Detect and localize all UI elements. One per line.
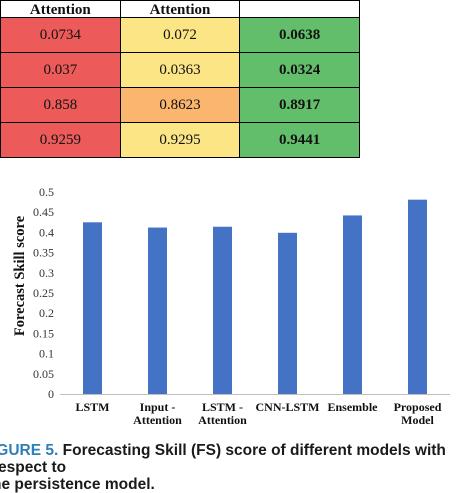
y-tick-label: 0.15 xyxy=(33,326,54,340)
x-tick-label: LSTM xyxy=(75,400,109,414)
table-cell: 0.072 xyxy=(119,17,241,53)
y-tick-label: 0.2 xyxy=(39,306,54,320)
table-header-cell xyxy=(239,0,360,18)
y-tick-label: 0 xyxy=(48,387,54,401)
x-tick-label: Input -Attention xyxy=(133,400,182,427)
table-cell: 0.0324 xyxy=(239,52,360,88)
results-table: Attention Attention 0.0734 0.072 0.0638 0.0… xyxy=(0,0,360,158)
y-tick-label: 0.3 xyxy=(39,266,54,280)
figure-label: IGURE 5. xyxy=(0,442,59,459)
table-cell: 0.9295 xyxy=(119,122,241,158)
table-cell: 0.0363 xyxy=(119,52,241,88)
x-tick-label: CNN-LSTM xyxy=(255,400,319,414)
x-tick-label: LSTM -Attention xyxy=(198,400,247,427)
bar xyxy=(148,227,167,394)
table-cell: 0.8623 xyxy=(119,87,241,123)
bars xyxy=(83,199,427,394)
table-cell: 0.037 xyxy=(0,52,121,88)
bar xyxy=(213,226,232,394)
caption-text-2: he persistence model. xyxy=(0,476,155,493)
bar xyxy=(278,232,297,394)
table-header-cell: Attention xyxy=(0,0,121,18)
x-tick-label: Proposed Model xyxy=(394,400,442,427)
bar xyxy=(408,199,427,394)
forecast-skill-chart: 0 0.05 0.1 0.15 0.2 0.25 0.3 0.35 0.4 0.45 0.5 LST… xyxy=(12,185,450,427)
table-cell: 0.9259 xyxy=(0,122,121,158)
table-header-row: Attention Attention xyxy=(0,0,360,18)
table-header-cell: Attention xyxy=(119,0,241,18)
y-tick-label: 0.1 xyxy=(39,347,54,361)
table-row: 0.858 0.8623 0.8917 xyxy=(0,87,360,123)
y-tick-label: 0.05 xyxy=(33,367,54,381)
x-axis: LSTM Input -Attention LSTM -Attention CNN-L… xyxy=(60,394,450,427)
caption-text-1: Forecasting Skill (FS) score of differen… xyxy=(0,442,446,476)
table-cell: 0.0734 xyxy=(0,17,121,53)
y-tick-label: 0.25 xyxy=(33,286,54,300)
caption-line-1: IGURE 5. Forecasting Skill (FS) score of… xyxy=(0,442,474,476)
table-cell: 0.8917 xyxy=(239,87,360,123)
table-row: 0.0734 0.072 0.0638 xyxy=(0,17,360,53)
y-tick-label: 0.5 xyxy=(39,185,54,199)
y-axis: 0 0.05 0.1 0.15 0.2 0.25 0.3 0.35 0.4 0.45 0.5 xyxy=(33,185,54,401)
bar xyxy=(83,222,102,394)
y-tick-label: 0.4 xyxy=(39,225,54,239)
y-axis-label: Forecast Skill score xyxy=(12,215,28,336)
y-tick-label: 0.35 xyxy=(33,246,54,260)
figure-caption: IGURE 5. Forecasting Skill (FS) score of… xyxy=(0,442,474,493)
bar xyxy=(343,215,362,394)
table-row: 0.9259 0.9295 0.9441 xyxy=(0,122,360,158)
table-cell: 0.0638 xyxy=(239,17,360,53)
x-tick-label: Ensemble xyxy=(327,400,378,414)
table-cell: 0.858 xyxy=(0,87,121,123)
table-cell: 0.9441 xyxy=(239,122,360,158)
y-tick-label: 0.45 xyxy=(33,205,54,219)
table-body: Attention Attention 0.0734 0.072 0.0638 0.0… xyxy=(0,0,360,158)
table-row: 0.037 0.0363 0.0324 xyxy=(0,52,360,88)
